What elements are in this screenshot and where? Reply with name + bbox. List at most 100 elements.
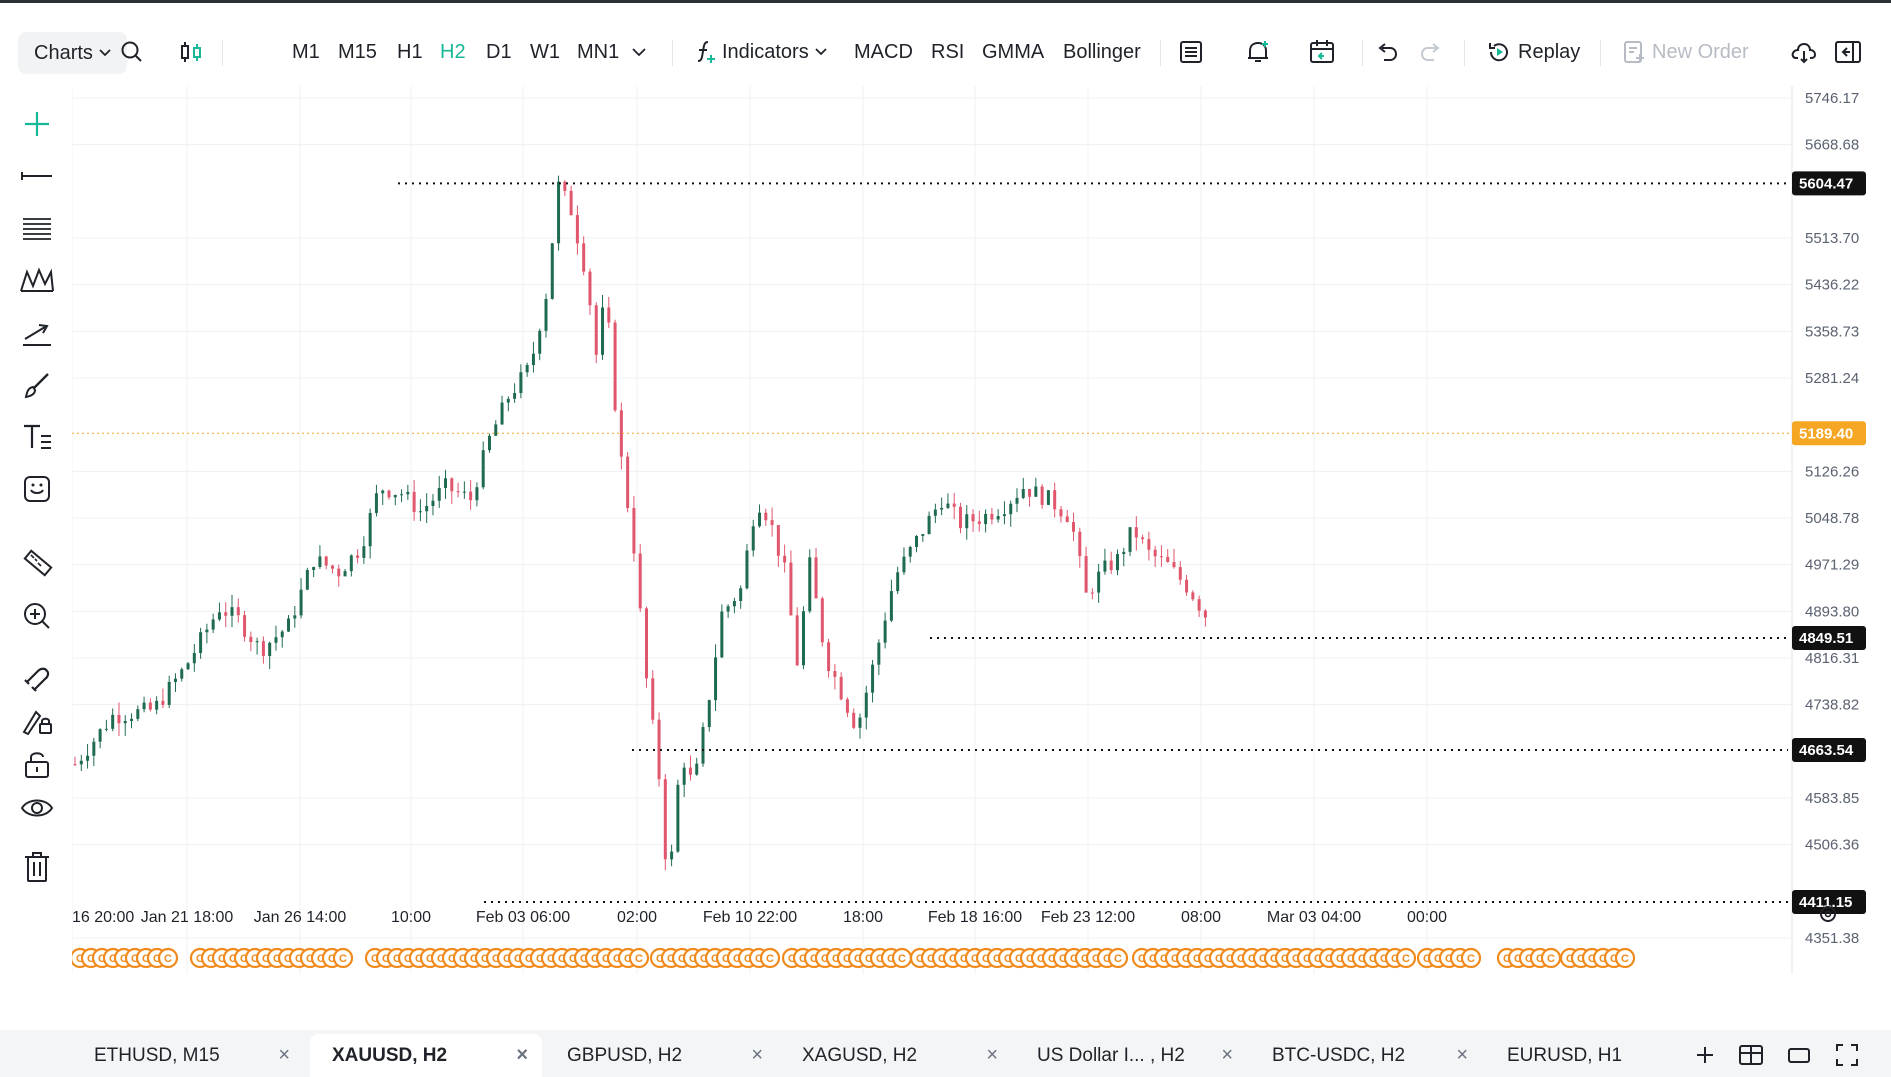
candle-body: [167, 681, 171, 705]
close-icon[interactable]: ×: [1221, 1044, 1233, 1066]
timeframe-mn1[interactable]: MN1: [577, 22, 619, 82]
brush-tool[interactable]: [16, 364, 58, 406]
chart-tab[interactable]: GBPUSD, H2 ×: [545, 1034, 777, 1077]
chart-tab[interactable]: US Dollar I... , H2 ×: [1015, 1034, 1247, 1077]
candle-body: [1097, 571, 1101, 593]
visibility-tool[interactable]: [16, 787, 58, 829]
candle-body: [1128, 527, 1132, 552]
sticker-tool[interactable]: [16, 468, 58, 510]
zoom-tool[interactable]: [16, 595, 58, 637]
close-icon[interactable]: ×: [751, 1044, 763, 1066]
candle-body: [745, 550, 749, 589]
candle-body: [437, 487, 441, 501]
indicator-gmma[interactable]: GMMA: [982, 22, 1044, 82]
chart-tab-active[interactable]: XAUUSD, H2 ×: [310, 1034, 542, 1077]
magnet-tool[interactable]: [16, 655, 58, 697]
undo-button[interactable]: [1374, 22, 1400, 82]
horizontal-line-tool[interactable]: [16, 155, 58, 197]
event-marker-glyph: C: [788, 953, 796, 965]
event-marker-glyph: C: [558, 953, 566, 965]
economic-calendar-button[interactable]: [1308, 22, 1336, 82]
cloud-sync-button[interactable]: [1790, 22, 1818, 82]
text-tool[interactable]: [16, 416, 58, 458]
event-marker-glyph: C: [591, 953, 599, 965]
timeframe-h1[interactable]: H1: [397, 22, 423, 82]
chart-canvas[interactable]: 5746.17 5668.68 5513.70 5436.22 5358.73 5281.…: [72, 86, 1891, 1001]
chart-type-button[interactable]: [178, 22, 204, 82]
alert-button[interactable]: [1244, 22, 1272, 82]
chart-tab[interactable]: ETHUSD, M15 ×: [72, 1034, 304, 1077]
more-timeframes-button[interactable]: [632, 22, 646, 82]
candle-body: [356, 555, 360, 558]
indicator-macd[interactable]: MACD: [854, 22, 913, 82]
event-marker-glyph: C: [371, 953, 379, 965]
indicators-button[interactable]: Indicators: [694, 22, 827, 82]
event-marker-glyph: C: [1103, 953, 1111, 965]
price-tick-label: 5048.78: [1805, 510, 1859, 527]
pattern-tool[interactable]: [16, 259, 58, 301]
fib-tool[interactable]: [16, 207, 58, 249]
indicator-rsi[interactable]: RSI: [931, 22, 964, 82]
candle-body: [249, 636, 253, 642]
event-marker-glyph: C: [1423, 953, 1431, 965]
timeframe-m1[interactable]: M1: [292, 22, 320, 82]
fullscreen-button[interactable]: [1830, 1038, 1864, 1072]
close-icon[interactable]: ×: [986, 1044, 998, 1066]
close-icon[interactable]: ×: [516, 1044, 528, 1066]
close-icon[interactable]: ×: [1456, 1044, 1468, 1066]
candle-body: [381, 490, 385, 494]
candle-body: [921, 534, 925, 536]
lock-tool[interactable]: [16, 743, 58, 785]
trend-tool[interactable]: [16, 312, 58, 354]
timeframe-m15[interactable]: M15: [338, 22, 377, 82]
lock-drawings-tool[interactable]: [16, 699, 58, 741]
price-chart[interactable]: 5746.17 5668.68 5513.70 5436.22 5358.73 5281.…: [72, 86, 1891, 1001]
text-tool-icon: [21, 422, 53, 452]
search-button[interactable]: [120, 22, 144, 82]
charts-menu-button[interactable]: Charts: [18, 32, 127, 74]
add-tab-button[interactable]: [1688, 1038, 1722, 1072]
delete-drawings-tool[interactable]: [16, 846, 58, 888]
indicator-bollinger[interactable]: Bollinger: [1063, 22, 1141, 82]
settings-gear-icon[interactable]: [1820, 906, 1836, 922]
single-layout-button[interactable]: [1782, 1038, 1816, 1072]
collapse-panel-button[interactable]: [1834, 22, 1862, 82]
candle-body: [130, 718, 134, 722]
new-order-button[interactable]: New Order: [1622, 22, 1749, 82]
event-marker-glyph: C: [960, 953, 968, 965]
candle-body: [1141, 537, 1145, 540]
candle-body: [971, 514, 975, 522]
candle-body: [1034, 486, 1038, 497]
crosshair-tool[interactable]: [16, 103, 58, 145]
candle-body: [764, 512, 768, 521]
event-marker-glyph: C: [1467, 953, 1475, 965]
layout-template-button[interactable]: [1178, 22, 1204, 82]
brush-icon: [22, 370, 52, 400]
candle-body: [1178, 567, 1182, 580]
replay-button[interactable]: Replay: [1486, 22, 1580, 82]
close-icon[interactable]: ×: [278, 1044, 290, 1066]
event-marker-glyph: C: [207, 953, 215, 965]
candle-body: [575, 215, 579, 244]
time-tick-label: Mar 03 04:00: [1267, 909, 1361, 926]
event-marker-glyph: C: [1081, 953, 1089, 965]
chart-tab[interactable]: EURUSD, H1: [1485, 1034, 1685, 1077]
timeframe-h2[interactable]: H2: [440, 22, 466, 82]
candle-body: [287, 618, 291, 632]
tab-label: XAGUSD, H2: [802, 1044, 918, 1066]
candle-body: [695, 763, 699, 775]
event-marker-glyph: C: [153, 953, 161, 965]
chevron-down-icon: [815, 48, 827, 56]
split-layout-button[interactable]: [1734, 1038, 1768, 1072]
ruler-tool[interactable]: [16, 542, 58, 584]
timeframe-d1[interactable]: D1: [486, 22, 512, 82]
candle-body: [387, 490, 391, 498]
chart-tab[interactable]: BTC-USDC, H2 ×: [1250, 1034, 1482, 1077]
price-tick-label: 5668.68: [1805, 137, 1859, 154]
candle-body: [1159, 556, 1163, 558]
candle-body: [73, 764, 77, 766]
timeframe-w1[interactable]: W1: [530, 22, 560, 82]
redo-button[interactable]: [1418, 22, 1444, 82]
chart-tab[interactable]: XAGUSD, H2 ×: [780, 1034, 1012, 1077]
timeframe-label: MN1: [577, 40, 620, 63]
